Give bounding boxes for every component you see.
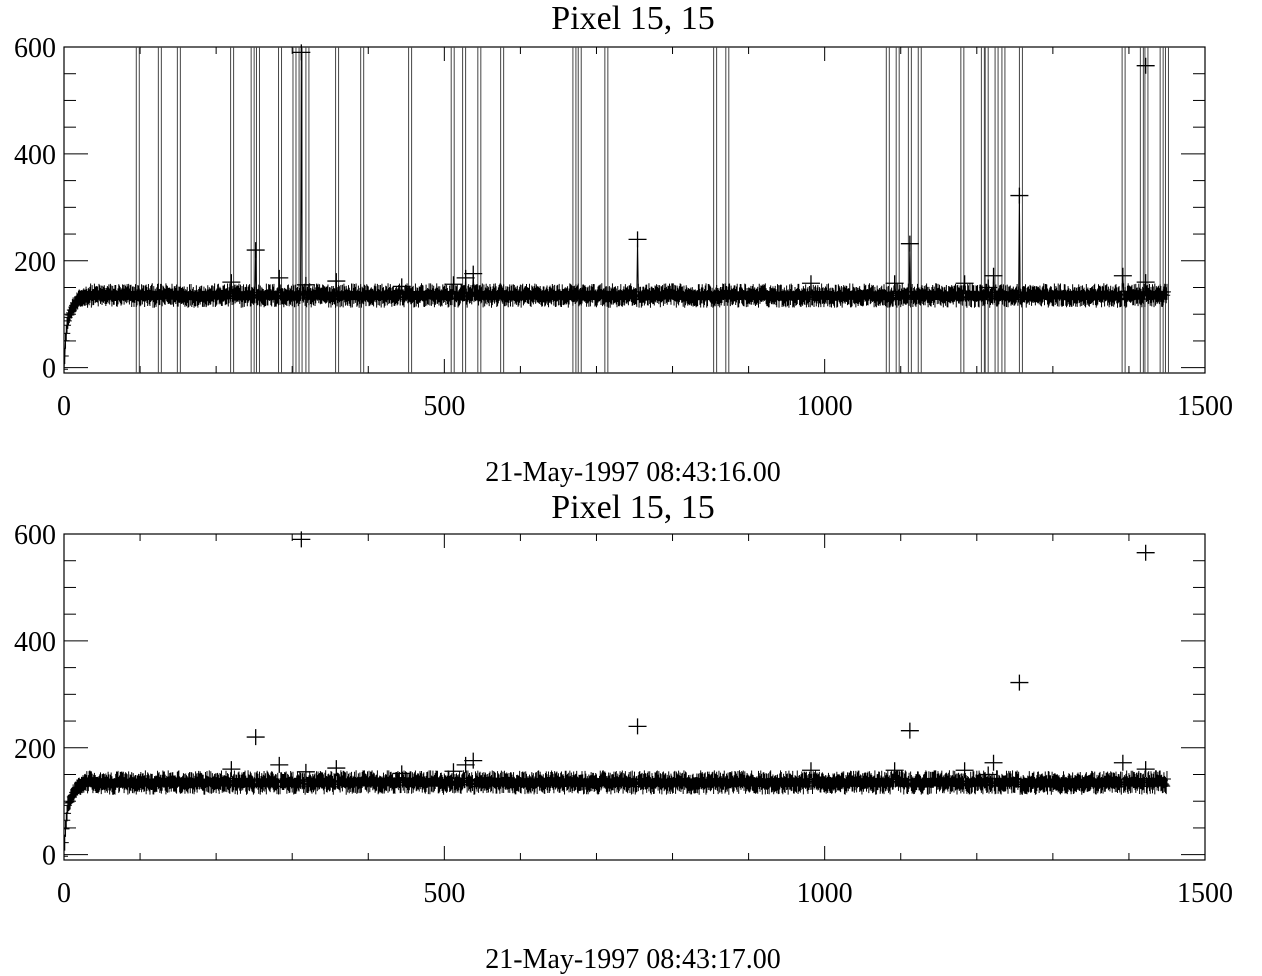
x-axis-label-top: 21-May-1997 08:43:16.00 xyxy=(485,457,781,488)
y-tick-label: 400 xyxy=(14,627,56,658)
outlier-point xyxy=(984,754,1003,771)
outlier-point xyxy=(1136,544,1155,561)
outlier-point xyxy=(270,269,289,286)
outlier-point xyxy=(1136,57,1155,74)
outlier-point xyxy=(979,279,998,296)
outlier-point xyxy=(1136,274,1155,291)
outlier-point xyxy=(222,274,241,291)
x-tick-label: 1000 xyxy=(797,391,853,422)
vertical-lines xyxy=(135,47,1169,373)
data-markers xyxy=(64,283,1171,373)
outlier-point xyxy=(801,762,820,779)
plot-frame xyxy=(63,533,1206,861)
y-tick-label: 600 xyxy=(14,33,56,64)
outlier-point xyxy=(327,760,346,777)
x-tick-label: 1000 xyxy=(797,878,853,909)
y-tick-label: 0 xyxy=(42,354,56,385)
outlier-point xyxy=(1010,187,1029,204)
outlier-point xyxy=(392,278,411,295)
outlier-point xyxy=(801,275,820,292)
outlier-point xyxy=(296,276,315,293)
outlier-point xyxy=(885,762,904,779)
chart-title-bottom: Pixel 15, 15 xyxy=(551,489,714,526)
y-tick-label: 0 xyxy=(42,841,56,872)
outlier-point xyxy=(955,275,974,292)
outlier-point xyxy=(885,275,904,292)
outlier-point xyxy=(955,762,974,779)
outlier-point xyxy=(292,44,311,61)
y-tick-label: 600 xyxy=(14,520,56,551)
data-series xyxy=(64,52,1171,373)
chart-title-top: Pixel 15, 15 xyxy=(551,0,714,37)
outlier-point xyxy=(246,242,265,259)
x-tick-label: 500 xyxy=(423,878,465,909)
outlier-point xyxy=(1113,754,1132,771)
outlier-point xyxy=(270,756,289,773)
outlier-point xyxy=(392,765,411,782)
x-tick-label: 0 xyxy=(57,391,71,422)
plot-top: Pixel 15, 15 21-May-1997 08:43:16.00 0 50… xyxy=(14,0,1233,488)
outlier-point xyxy=(628,718,647,735)
outlier-point xyxy=(979,766,998,783)
outlier-point xyxy=(456,756,475,773)
x-tick-label: 1500 xyxy=(1177,878,1233,909)
data-series xyxy=(64,770,1171,860)
outlier-point xyxy=(900,722,919,739)
outlier-point xyxy=(292,531,311,548)
data-markers xyxy=(64,770,1171,860)
x-tick-label: 500 xyxy=(423,391,465,422)
x-tick-label: 0 xyxy=(57,878,71,909)
outlier-point xyxy=(222,761,241,778)
plot-area-bottom: 0 500 1000 1500 0 200 400 600 xyxy=(14,520,1233,909)
plot-area-top: 0 500 1000 1500 0 200 400 600 xyxy=(14,33,1233,422)
outlier-point xyxy=(444,763,463,780)
outlier-point xyxy=(327,273,346,290)
outlier-point xyxy=(628,231,647,248)
plot-bottom: Pixel 15, 15 21-May-1997 08:43:17.00 0 50… xyxy=(14,489,1233,975)
outlier-point xyxy=(246,729,265,746)
y-tick-label: 200 xyxy=(14,734,56,765)
outlier-point xyxy=(444,276,463,293)
outlier-point xyxy=(900,235,919,252)
outlier-point xyxy=(296,763,315,780)
plot-frame xyxy=(63,46,1206,374)
outlier-point xyxy=(464,752,483,769)
outlier-point xyxy=(1113,267,1132,284)
x-tick-label: 1500 xyxy=(1177,391,1233,422)
x-axis-label-bottom: 21-May-1997 08:43:17.00 xyxy=(485,944,781,975)
outlier-point xyxy=(1136,761,1155,778)
outlier-point xyxy=(984,267,1003,284)
y-tick-label: 200 xyxy=(14,247,56,278)
outlier-point xyxy=(456,269,475,286)
outlier-point xyxy=(1010,674,1029,691)
outlier-point xyxy=(464,265,483,282)
y-tick-label: 400 xyxy=(14,140,56,171)
